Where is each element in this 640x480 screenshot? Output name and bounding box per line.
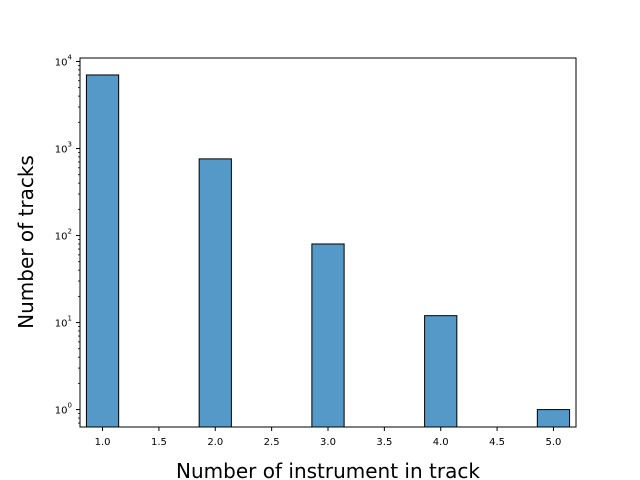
bar-4 <box>424 315 458 428</box>
x-tick-label: 3.5 <box>376 437 392 448</box>
x-tick-label: 1.5 <box>151 437 167 448</box>
x-tick-label: 3.0 <box>320 437 336 448</box>
x-axis-label: Number of instrument in track <box>176 459 480 480</box>
x-tick-label: 5.0 <box>546 437 562 448</box>
x-tick-label: 2.5 <box>264 437 280 448</box>
y-tick-label: 103 <box>55 141 72 156</box>
x-tick-label: 4.0 <box>433 437 449 448</box>
y-tick-label: 104 <box>55 53 73 68</box>
y-tick-label: 102 <box>55 228 72 243</box>
y-axis-label: Number of tracks <box>14 155 38 329</box>
x-tick-label: 4.5 <box>489 437 505 448</box>
y-axis: 100 101 102 103 104 <box>55 53 80 424</box>
y-tick-label: 101 <box>55 315 72 330</box>
x-axis: 1.0 1.5 2.0 2.5 3.0 3.5 4.0 4.5 5.0 <box>95 427 562 448</box>
y-tick-label: 100 <box>55 402 72 417</box>
x-tick-label: 2.0 <box>207 437 223 448</box>
bar-3 <box>311 243 345 428</box>
bar-1 <box>85 74 120 428</box>
bars-group <box>85 74 571 428</box>
x-tick-label: 1.0 <box>95 437 111 448</box>
bar-5 <box>536 409 571 428</box>
bar-2 <box>198 158 232 428</box>
